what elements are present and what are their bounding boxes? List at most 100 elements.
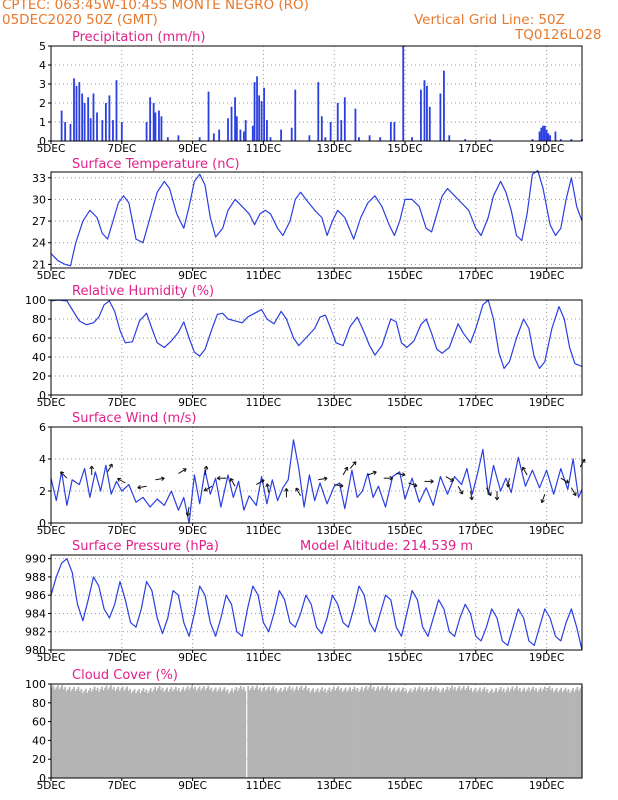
x-tick-label: 11DEC: [246, 525, 281, 537]
y-tick-label: 24: [32, 237, 46, 250]
x-tick-label: 13DEC: [316, 780, 351, 792]
station-title: CPTEC: 063:45W-10:45S MONTE NEGRO (RO): [2, 0, 309, 13]
wind-arrow: [137, 485, 147, 490]
cloud-cover-bar: [301, 689, 304, 778]
cloud-cover-bar: [174, 686, 177, 778]
y-tick-label: 21: [32, 258, 46, 271]
cloud-cover-bar: [513, 690, 515, 778]
wind-arrow-head: [389, 477, 394, 481]
wind-arrow: [349, 461, 357, 469]
cloud-cover-bar: [70, 691, 72, 778]
precipitation-bar: [83, 103, 86, 141]
cloud-cover-bar: [172, 691, 174, 778]
precipitation-bar: [112, 120, 114, 141]
wind-arrow-head: [184, 468, 187, 473]
cloud-cover-bar: [310, 690, 313, 778]
cloud-cover-bar: [189, 687, 192, 778]
cloud-cover-bar: [511, 686, 514, 778]
x-tick-label: 11DEC: [246, 143, 281, 155]
cloud-cover-bar: [182, 687, 185, 778]
cloud-cover-bar: [502, 688, 505, 778]
precipitation-bar: [92, 93, 95, 141]
x-tick-label: 5DEC: [37, 652, 66, 664]
precipitation-bar: [489, 139, 491, 141]
wind-arrow-head: [414, 483, 418, 487]
cloud-cover-bar: [287, 688, 289, 778]
wind-arrow-head: [487, 493, 492, 497]
wind-arrow: [117, 477, 126, 484]
y-tick-label: 80: [32, 313, 46, 326]
cloud-cover-bar: [303, 687, 306, 778]
cloud-cover-bar: [377, 686, 380, 778]
cloud-cover-bar: [53, 689, 56, 778]
cloud-cover-bar: [541, 691, 543, 778]
cloud-cover-bar: [341, 691, 344, 778]
cloud-cover-bar: [319, 689, 322, 778]
cloud-cover-bar: [76, 688, 78, 778]
wind-arrow: [265, 483, 270, 493]
y-tick-label: 984: [25, 607, 46, 620]
precipitation-bar: [75, 85, 78, 141]
cloud-cover-bar: [415, 691, 418, 778]
wind-arrow-head: [413, 485, 418, 488]
cloud-cover-bar: [179, 691, 182, 778]
wind-arrow-head: [506, 483, 509, 488]
cloud-cover-bar: [114, 691, 117, 778]
wind-arrow: [155, 476, 165, 481]
wind-arrow-shaft: [107, 463, 113, 473]
cloud-cover-bar: [340, 687, 343, 778]
cloud-cover-bar: [564, 687, 567, 778]
cloud-cover-bar: [235, 687, 238, 778]
cloud-cover-bar: [222, 689, 225, 778]
cloud-cover-bar: [118, 690, 121, 778]
cloud-cover-bar: [394, 691, 397, 778]
wind-arrow-head: [572, 493, 577, 497]
cloud-cover-bar: [173, 689, 176, 778]
wind-arrow: [284, 488, 289, 498]
wind-arrow-head: [262, 479, 265, 484]
wind-arrow: [445, 476, 454, 482]
cloud-cover-bar: [65, 691, 68, 778]
cloud-cover-bar: [490, 688, 493, 778]
cloud-cover-bar: [86, 692, 89, 778]
wind-arrow-head: [203, 465, 207, 470]
wind-arrow-head: [401, 474, 406, 477]
x-tick-label: 7DEC: [107, 652, 136, 664]
cloud-cover-bar: [177, 688, 180, 778]
cloud-cover-bar: [383, 690, 385, 778]
cloud-cover-bar: [439, 692, 442, 778]
wind-arrow-head: [117, 478, 120, 482]
cloud-cover-bar: [253, 689, 256, 778]
cloud-cover-bar: [111, 689, 114, 778]
cloud-cover-bar: [228, 693, 230, 778]
precipitation-bar: [439, 93, 442, 141]
y-tick-label: 1: [39, 116, 46, 129]
cloud-cover-bar: [298, 687, 301, 778]
wind-arrow-shaft: [266, 483, 270, 493]
wind-arrow-head: [373, 471, 377, 475]
cloud-cover-bar: [275, 688, 278, 778]
cloud-cover-bar: [437, 688, 440, 778]
x-tick-label: 5DEC: [37, 780, 66, 792]
wind-arrow-head: [185, 512, 188, 517]
panel-title: Relative Humidity (%): [72, 284, 214, 299]
wind-arrow-head: [451, 477, 454, 482]
cloud-cover-bar: [191, 685, 194, 778]
x-tick-label: 7DEC: [107, 270, 136, 282]
cloud-cover-bar: [499, 687, 502, 778]
cloud-cover-bar: [120, 688, 123, 778]
cloud-cover-bar: [108, 687, 111, 778]
precipitation-bar: [428, 106, 431, 141]
cloud-cover-bar: [154, 686, 157, 778]
panel-relative_humidity: 0 20 40 60 80 100 5DEC 7DEC 9DEC 11DEC 13DEC 15DEC 1…: [25, 284, 583, 409]
precipitation-bar: [368, 135, 371, 141]
cloud-cover-bar: [378, 690, 381, 778]
wind-arrow: [89, 465, 95, 475]
cloud-cover-bar: [81, 692, 84, 778]
cloud-cover-bar: [55, 687, 58, 778]
wind-arrow-shaft: [367, 471, 377, 476]
cloud-cover-bar: [498, 689, 501, 778]
wind-arrow-head: [541, 500, 545, 504]
cloud-cover-bar: [247, 686, 250, 778]
cloud-cover-bar: [365, 685, 368, 778]
